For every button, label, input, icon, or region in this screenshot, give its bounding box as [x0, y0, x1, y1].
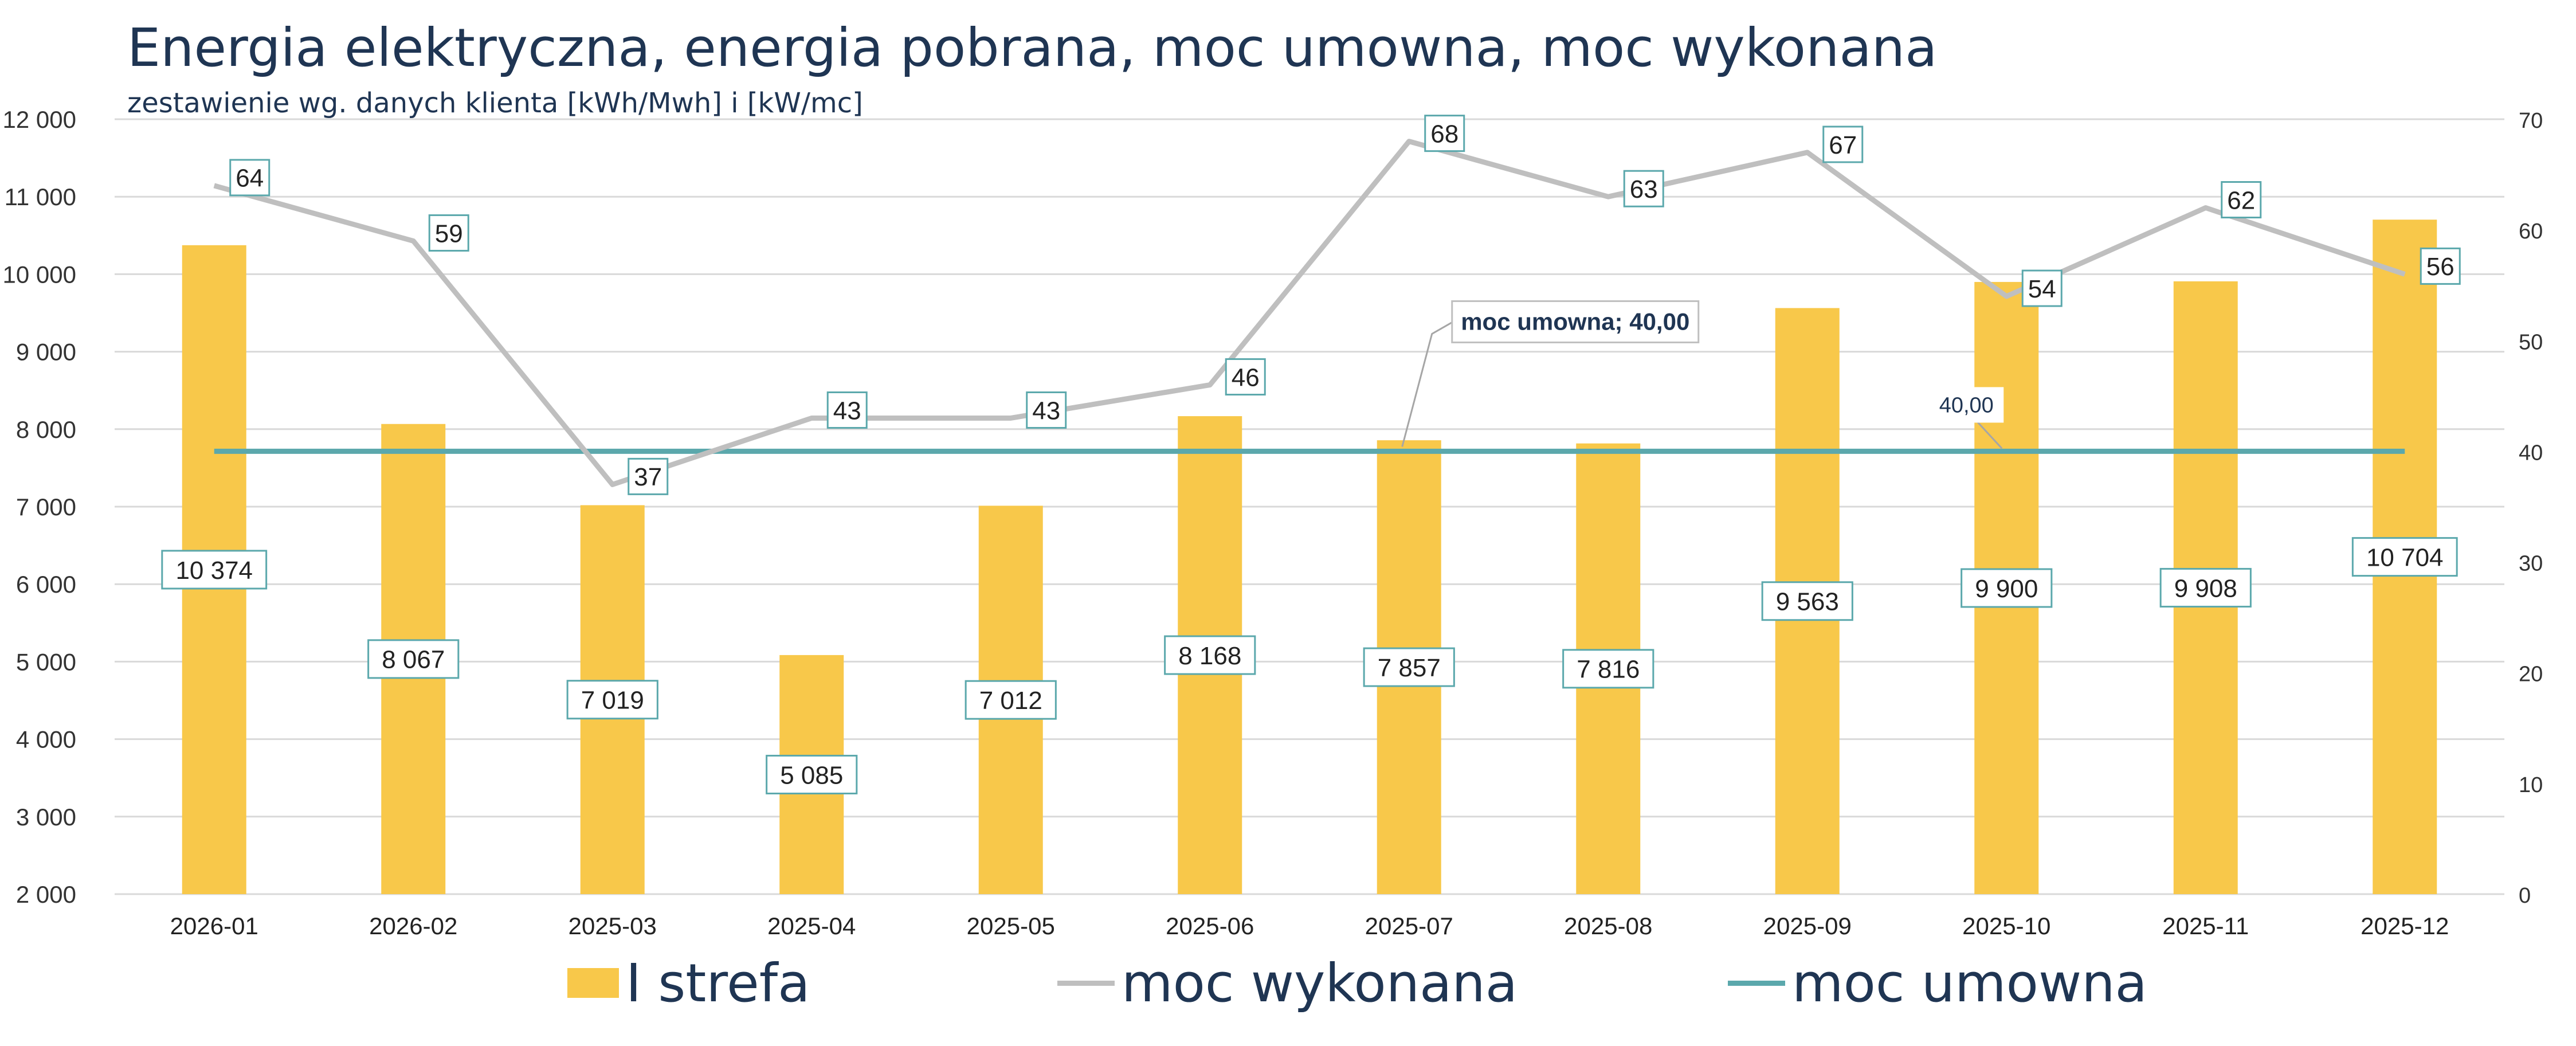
y-left-tick-label: 10 000	[3, 261, 76, 288]
bar-data-label: 7 816	[1577, 656, 1640, 684]
y-left-tick-label: 12 000	[3, 106, 76, 133]
y-left-tick-label: 5 000	[16, 648, 76, 675]
legend-label-moc-wykonana: moc wykonana	[1122, 952, 1518, 1014]
line-data-label-box	[1225, 358, 1266, 396]
line-data-label: 43	[833, 397, 861, 425]
y-right-tick-label: 10	[2519, 773, 2543, 797]
line-data-label-box	[826, 391, 868, 429]
bar-data-label-box	[1562, 649, 1654, 689]
x-tick-label: 2025-08	[1564, 912, 1652, 939]
legend-swatch-line	[1728, 980, 1785, 986]
bar-data-label-box	[1761, 581, 1853, 621]
line-data-label: 59	[435, 220, 463, 248]
y-left-tick-label: 11 000	[5, 183, 76, 210]
y-right-tick-label: 70	[2519, 109, 2543, 133]
bar-data-label: 7 019	[581, 687, 644, 715]
line-data-label: 54	[2028, 275, 2056, 303]
bar-data-label-box	[367, 639, 460, 679]
y-left-tick-label: 4 000	[16, 726, 76, 753]
bar-data-label-box	[2159, 567, 2252, 608]
x-tick-label: 2025-04	[767, 912, 856, 939]
line-data-label-box	[1623, 170, 1664, 207]
line-data-label-box	[1026, 391, 1067, 429]
y-right-tick-label: 20	[2519, 663, 2543, 687]
line-data-label-box	[428, 214, 469, 252]
callout-leader-line	[1401, 322, 1453, 447]
legend-label-i-strefa: I strefa	[626, 952, 810, 1014]
x-tick-label: 2025-09	[1763, 912, 1852, 939]
bar-data-label-box	[566, 680, 658, 720]
legend-swatch-bar	[567, 968, 619, 998]
y-right-tick-label: 50	[2519, 330, 2543, 354]
y-right-tick-label: 60	[2519, 220, 2543, 244]
bar-data-label-box	[161, 550, 268, 590]
x-tick-label: 2025-11	[2162, 912, 2249, 939]
line-data-label: 67	[1829, 131, 1857, 159]
chart-subtitle: zestawienie wg. danych klienta [kWh/Mwh]…	[127, 87, 863, 119]
y-right-tick-label: 40	[2519, 441, 2543, 465]
line-data-label-box	[2221, 181, 2262, 219]
y-left-tick-label: 6 000	[16, 571, 76, 598]
y-right-tick-label: 30	[2519, 552, 2543, 576]
callout-label-value: 40,00	[1939, 393, 1994, 417]
legend-item-i-strefa: I strefa	[567, 946, 810, 1020]
legend-swatch-line	[1057, 980, 1115, 986]
bar-data-label: 9 908	[2174, 574, 2237, 602]
y-left-tick-label: 9 000	[16, 339, 76, 366]
bar-data-label: 9 900	[1975, 575, 2038, 603]
series-line-moc-wykonana	[213, 139, 2406, 487]
bar-data-label-box	[1363, 647, 1455, 687]
bar-data-label-box	[1961, 568, 2053, 608]
bar-data-label-box	[766, 754, 858, 794]
legend-label-moc-umowna: moc umowna	[1792, 952, 2147, 1014]
bar-data-label: 9 563	[1776, 588, 1839, 616]
bar-data-label: 10 704	[2366, 543, 2444, 571]
line-data-label: 37	[634, 463, 662, 491]
chart-title: Energia elektryczna, energia pobrana, mo…	[127, 17, 1938, 79]
line-data-label: 63	[1630, 175, 1658, 203]
bar-data-label: 7 012	[979, 687, 1042, 715]
callout-box	[1929, 387, 2004, 423]
line-data-label-box	[2420, 247, 2461, 285]
y-left-tick-label: 3 000	[16, 804, 76, 830]
line-data-label: 46	[1232, 363, 1260, 391]
line-data-label-box	[628, 457, 669, 495]
bar-data-label-box	[964, 680, 1057, 720]
bar-data-label: 7 857	[1378, 654, 1441, 682]
bar-data-label: 8 067	[382, 646, 445, 674]
line-data-label: 62	[2227, 186, 2255, 214]
bar-data-label-box	[2351, 537, 2458, 577]
x-tick-label: 2026-01	[170, 912, 258, 939]
chart-legend: I strefa moc wykonana moc umowna	[0, 946, 2576, 1020]
bar-data-label: 5 085	[780, 761, 843, 789]
bar-data-label: 8 168	[1178, 642, 1241, 670]
legend-item-moc-umowna: moc umowna	[1728, 946, 2147, 1020]
y-right-tick-label: 0	[2519, 884, 2531, 908]
bar-data-label-box	[1164, 635, 1256, 675]
bar-data-label: 10 374	[175, 557, 253, 585]
y-left-tick-label: 7 000	[16, 493, 76, 520]
line-data-label-box	[2021, 269, 2063, 307]
line-data-label: 64	[236, 164, 264, 193]
callout-box	[1451, 300, 1700, 343]
line-data-label: 56	[2426, 253, 2455, 281]
x-tick-label: 2025-06	[1166, 912, 1254, 939]
callout-label-moc-umowna: moc umowna; 40,00	[1461, 308, 1689, 335]
x-tick-label: 2025-05	[967, 912, 1055, 939]
line-data-label: 68	[1430, 120, 1458, 148]
x-tick-label: 2025-03	[568, 912, 657, 939]
line-data-label-box	[1424, 115, 1465, 152]
legend-item-moc-wykonana: moc wykonana	[1057, 946, 1518, 1020]
y-left-tick-label: 2 000	[16, 881, 76, 908]
x-tick-label: 2025-07	[1365, 912, 1453, 939]
line-data-label-box	[1822, 126, 1864, 163]
y-left-tick-label: 8 000	[16, 416, 76, 443]
line-data-label: 43	[1032, 397, 1060, 425]
line-data-label-box	[229, 159, 270, 197]
x-tick-label: 2026-02	[369, 912, 457, 939]
x-tick-label: 2025-12	[2361, 912, 2449, 939]
x-tick-label: 2025-10	[1962, 912, 2050, 939]
